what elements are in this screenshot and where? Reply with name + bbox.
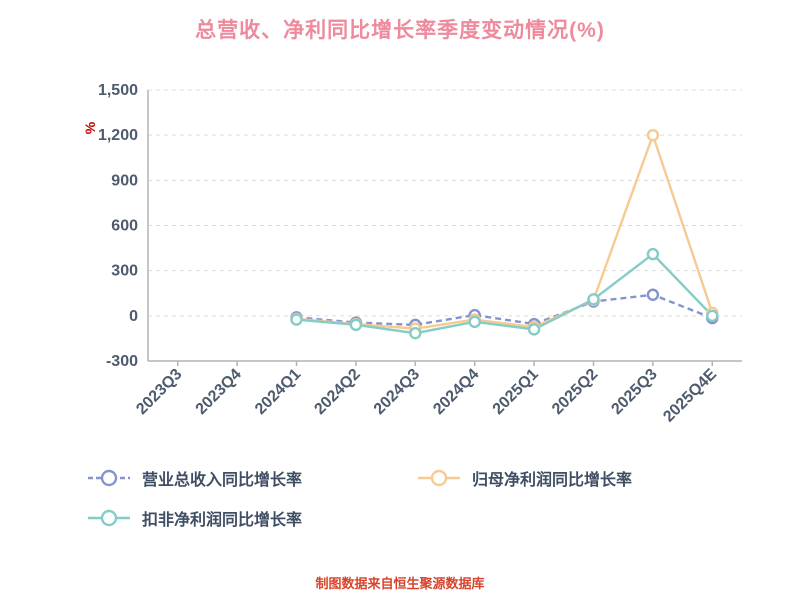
svg-text:1,500: 1,500 xyxy=(98,82,138,99)
legend-label: 扣非净利润同比增长率 xyxy=(142,512,303,529)
svg-text:2025Q3: 2025Q3 xyxy=(608,366,660,418)
svg-text:2024Q4: 2024Q4 xyxy=(430,366,482,418)
svg-text:2025Q4E: 2025Q4E xyxy=(660,366,720,426)
legend-item-revenue-growth[interactable]: 营业总收入同比增长率 xyxy=(86,466,416,490)
svg-text:2024Q2: 2024Q2 xyxy=(311,366,363,418)
chart-title: 总营收、净利同比增长率季度变动情况(%) xyxy=(195,19,605,42)
svg-text:900: 900 xyxy=(111,172,138,189)
svg-text:600: 600 xyxy=(111,218,138,235)
svg-text:2025Q1: 2025Q1 xyxy=(490,366,542,418)
svg-text:2024Q1: 2024Q1 xyxy=(252,366,304,418)
legend-label: 营业总收入同比增长率 xyxy=(142,472,303,489)
legend-item-net-profit-growth[interactable]: 归母净利润同比增长率 xyxy=(416,466,746,490)
svg-text:2023Q4: 2023Q4 xyxy=(193,366,245,418)
svg-text:2023Q3: 2023Q3 xyxy=(133,366,185,418)
chart-legend: 营业总收入同比增长率 归母净利润同比增长率 扣非净利润同比增长率 xyxy=(86,466,746,530)
svg-text:2025Q2: 2025Q2 xyxy=(549,366,601,418)
legend-line-marker-icon xyxy=(88,509,130,527)
legend-line-marker-icon xyxy=(88,469,130,487)
svg-text:0: 0 xyxy=(129,308,138,325)
legend-line-marker-icon xyxy=(418,469,460,487)
legend-label: 归母净利润同比增长率 xyxy=(472,472,633,489)
svg-text:1,200: 1,200 xyxy=(98,127,138,144)
data-source-note: 制图数据来自恒生聚源数据库 xyxy=(315,576,485,591)
svg-text:-300: -300 xyxy=(106,353,138,370)
legend-item-deducted-net-profit-growth[interactable]: 扣非净利润同比增长率 xyxy=(86,506,416,530)
svg-text:2024Q3: 2024Q3 xyxy=(371,366,423,418)
svg-text:300: 300 xyxy=(111,263,138,280)
